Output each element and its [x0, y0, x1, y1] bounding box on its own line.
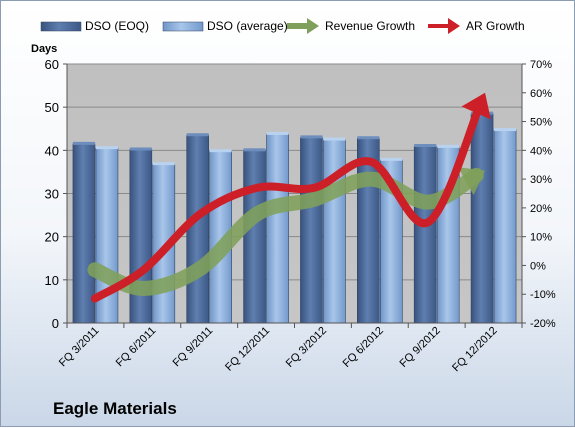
y2-tick-label: -10%: [530, 289, 556, 301]
bar-dso-eoq: [413, 145, 437, 324]
bar-dso-average: [493, 129, 517, 324]
x-tick-label: FQ 12/2012: [450, 325, 500, 375]
ar-growth-line: [90, 97, 486, 303]
bar-cap: [186, 133, 209, 137]
y2-tick-label: 70%: [530, 59, 552, 71]
x-tick-label: FQ 9/2012: [398, 325, 443, 370]
legend-arrowhead: [448, 18, 460, 34]
y-tick-label: 10: [45, 273, 59, 288]
y-tick-label: 20: [45, 230, 59, 245]
y2-tick-label: 40%: [530, 145, 552, 157]
x-tick-label: FQ 3/2011: [57, 325, 102, 370]
revenue-growth-arrowhead: [458, 167, 486, 196]
y-tick-label: 30: [45, 187, 59, 202]
bar-dso-average: [266, 133, 289, 324]
x-tick-label: FQ 6/2011: [114, 325, 159, 370]
bar-cap: [95, 146, 118, 150]
chart-title: Eagle Materials: [53, 399, 177, 418]
bar-cap: [357, 136, 380, 140]
bar-cap: [129, 147, 152, 151]
bar-cap: [323, 137, 346, 141]
bar-dso-eoq: [129, 149, 153, 324]
x-tick-label: FQ 12/2011: [223, 325, 272, 374]
y2-tick-label: 50%: [530, 117, 552, 129]
y-tick-label: 40: [45, 143, 59, 158]
bar-cap: [437, 144, 460, 148]
legend-arrowhead: [307, 18, 319, 34]
bar-dso-eoq: [72, 143, 96, 324]
ar-growth-arrowhead: [461, 92, 491, 120]
legend-label: DSO (EOQ): [85, 19, 149, 33]
bar-cap: [494, 128, 517, 132]
y2-tick-label: 60%: [530, 88, 552, 100]
bar-dso-eoq: [470, 113, 494, 324]
legend-label: AR Growth: [466, 19, 525, 33]
bar-cap: [243, 148, 266, 152]
y-axis-title: Days: [31, 43, 57, 55]
x-tick-label: FQ 9/2011: [171, 325, 216, 370]
bar-cap: [380, 157, 403, 161]
legend-label: Revenue Growth: [325, 19, 415, 33]
y2-tick-label: -20%: [530, 318, 556, 330]
y-tick-label: 60: [45, 57, 59, 72]
bar-cap: [72, 141, 95, 145]
legend-label: DSO (average): [207, 19, 288, 33]
x-tick-label: FQ 3/2012: [284, 325, 329, 370]
bar-dso-eoq: [186, 134, 209, 324]
y-tick-label: 50: [45, 100, 59, 115]
legend-swatch: [162, 21, 204, 32]
bar-cap: [414, 144, 437, 148]
revenue-growth-line: [87, 167, 484, 296]
y-tick-label: 0: [52, 316, 59, 331]
bar-dso-eoq: [243, 150, 266, 324]
y2-tick-label: 30%: [530, 174, 552, 186]
bar-cap: [300, 135, 323, 139]
legend-swatch: [40, 21, 82, 32]
bar-cap: [209, 149, 232, 153]
y2-tick-label: 0%: [530, 260, 546, 272]
bar-dso-eoq: [300, 137, 323, 324]
y2-tick-label: 20%: [530, 203, 552, 215]
bar-cap: [152, 162, 175, 166]
x-tick-label: FQ 6/2012: [341, 325, 386, 370]
y2-tick-label: 10%: [530, 232, 552, 244]
bar-cap: [266, 131, 289, 135]
